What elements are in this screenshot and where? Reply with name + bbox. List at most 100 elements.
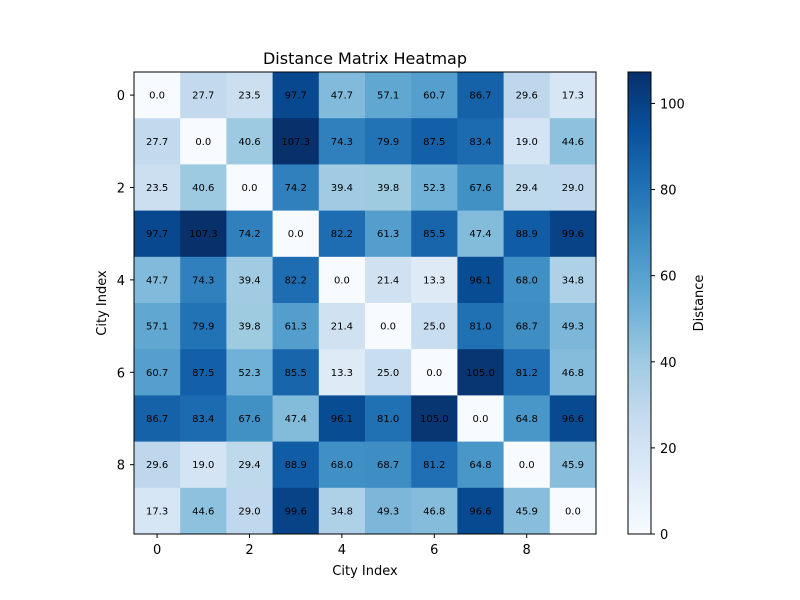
heatmap-cell (549, 118, 597, 165)
cell-value-label: 21.4 (331, 322, 353, 333)
heatmap-cell (503, 210, 551, 258)
cell-value-label: 29.4 (238, 460, 260, 471)
heatmap-cell (411, 118, 458, 165)
chart-title: Distance Matrix Heatmap (263, 49, 467, 68)
cell-value-label: 34.8 (562, 275, 584, 286)
heatmap-cell (318, 441, 366, 489)
cell-value-label: 83.4 (192, 414, 214, 425)
heatmap-cells: 0.0 27.7 23.5 97.7 47.7 57.1 60.7 86.7 29.6 17.3 2… (134, 72, 597, 535)
heatmap-cell (457, 210, 504, 258)
heatmap-cell (365, 72, 412, 119)
cell-value-label: 88.9 (516, 229, 538, 240)
cell-value-label: 61.3 (377, 229, 399, 240)
heatmap-cell (411, 210, 458, 258)
cell-value-label: 0.0 (334, 275, 350, 286)
heatmap-cell (457, 72, 504, 119)
heatmap-cell (272, 164, 320, 211)
heatmap-cell (226, 395, 273, 442)
cell-value-label: 81.0 (377, 414, 399, 425)
heatmap-cell (549, 164, 597, 211)
x-tick-label: 6 (430, 543, 438, 558)
y-tick-label: 4 (117, 274, 125, 289)
heatmap-cell (272, 349, 320, 396)
colorbar-tick-label: 0 (660, 528, 668, 543)
cell-value-label: 19.0 (192, 460, 214, 471)
heatmap-cell (365, 441, 412, 489)
cell-value-label: 82.2 (285, 275, 307, 286)
cell-value-label: 85.5 (423, 229, 445, 240)
y-tick-label: 0 (117, 89, 125, 104)
heatmap-cell (365, 303, 412, 350)
cell-value-label: 49.3 (562, 322, 584, 333)
heatmap-cell (411, 395, 458, 442)
heatmap-cell (180, 118, 227, 165)
heatmap-cell (226, 118, 273, 165)
cell-value-label: 60.7 (423, 91, 445, 102)
cell-value-label: 85.5 (285, 368, 307, 379)
heatmap-cell (180, 395, 227, 442)
cell-value-label: 46.8 (562, 368, 584, 379)
colorbar-tick-label: 60 (660, 270, 677, 285)
cell-value-label: 23.5 (146, 183, 168, 194)
heatmap-cell (549, 487, 597, 535)
cell-value-label: 21.4 (377, 275, 399, 286)
heatmap-cell (549, 441, 597, 489)
cell-value-label: 17.3 (562, 91, 584, 102)
heatmap-cell (272, 256, 320, 304)
heatmap-cell (180, 349, 227, 396)
heatmap-cell (134, 210, 181, 258)
cell-value-label: 47.4 (469, 229, 491, 240)
cell-value-label: 79.9 (192, 322, 214, 333)
cell-value-label: 68.7 (516, 322, 538, 333)
cell-value-label: 0.0 (380, 322, 396, 333)
heatmap-cell (226, 349, 273, 396)
cell-value-label: 64.8 (516, 414, 538, 425)
cell-value-label: 27.7 (146, 137, 168, 148)
cell-value-label: 61.3 (285, 322, 307, 333)
cell-value-label: 97.7 (285, 91, 307, 102)
cell-value-label: 25.0 (423, 322, 445, 333)
cell-value-label: 40.6 (238, 137, 260, 148)
heatmap-cell (503, 303, 551, 350)
cell-value-label: 0.0 (149, 91, 165, 102)
cell-value-label: 39.4 (331, 183, 353, 194)
cell-value-label: 44.6 (562, 137, 584, 148)
heatmap-cell (318, 487, 366, 535)
heatmap-cell (503, 118, 551, 165)
cell-value-label: 29.0 (238, 506, 260, 517)
heatmap-cell (134, 349, 181, 396)
cell-value-label: 39.4 (238, 275, 260, 286)
heatmap-cell (134, 118, 181, 165)
heatmap-cell (226, 210, 273, 258)
heatmap-cell (503, 487, 551, 535)
cell-value-label: 68.0 (516, 275, 538, 286)
heatmap-cell (411, 164, 458, 211)
heatmap-cell (457, 164, 504, 211)
cell-value-label: 0.0 (242, 183, 258, 194)
cell-value-label: 49.3 (377, 506, 399, 517)
cell-value-label: 52.3 (238, 368, 260, 379)
cell-value-label: 64.8 (469, 460, 491, 471)
cell-value-label: 68.0 (331, 460, 353, 471)
cell-value-label: 57.1 (377, 91, 399, 102)
heatmap-cell (365, 210, 412, 258)
heatmap-cell (457, 395, 504, 442)
y-axis-label: City Index (95, 270, 110, 336)
heatmap-cell (318, 210, 366, 258)
heatmap-cell (457, 303, 504, 350)
heatmap-cell (318, 72, 366, 119)
cell-value-label: 0.0 (288, 229, 304, 240)
heatmap-cell (365, 395, 412, 442)
colorbar-gradient (627, 71, 652, 535)
cell-value-label: 99.6 (285, 506, 307, 517)
heatmap-cell (549, 210, 597, 258)
heatmap-cell (134, 164, 181, 211)
cell-value-label: 44.6 (192, 506, 214, 517)
cell-value-label: 105.0 (420, 414, 449, 425)
cell-value-label: 47.4 (285, 414, 307, 425)
heatmap-cell (411, 441, 458, 489)
heatmap-cell (180, 164, 227, 211)
heatmap-cell (272, 487, 320, 535)
cell-value-label: 74.3 (192, 275, 214, 286)
cell-value-label: 96.1 (469, 275, 491, 286)
